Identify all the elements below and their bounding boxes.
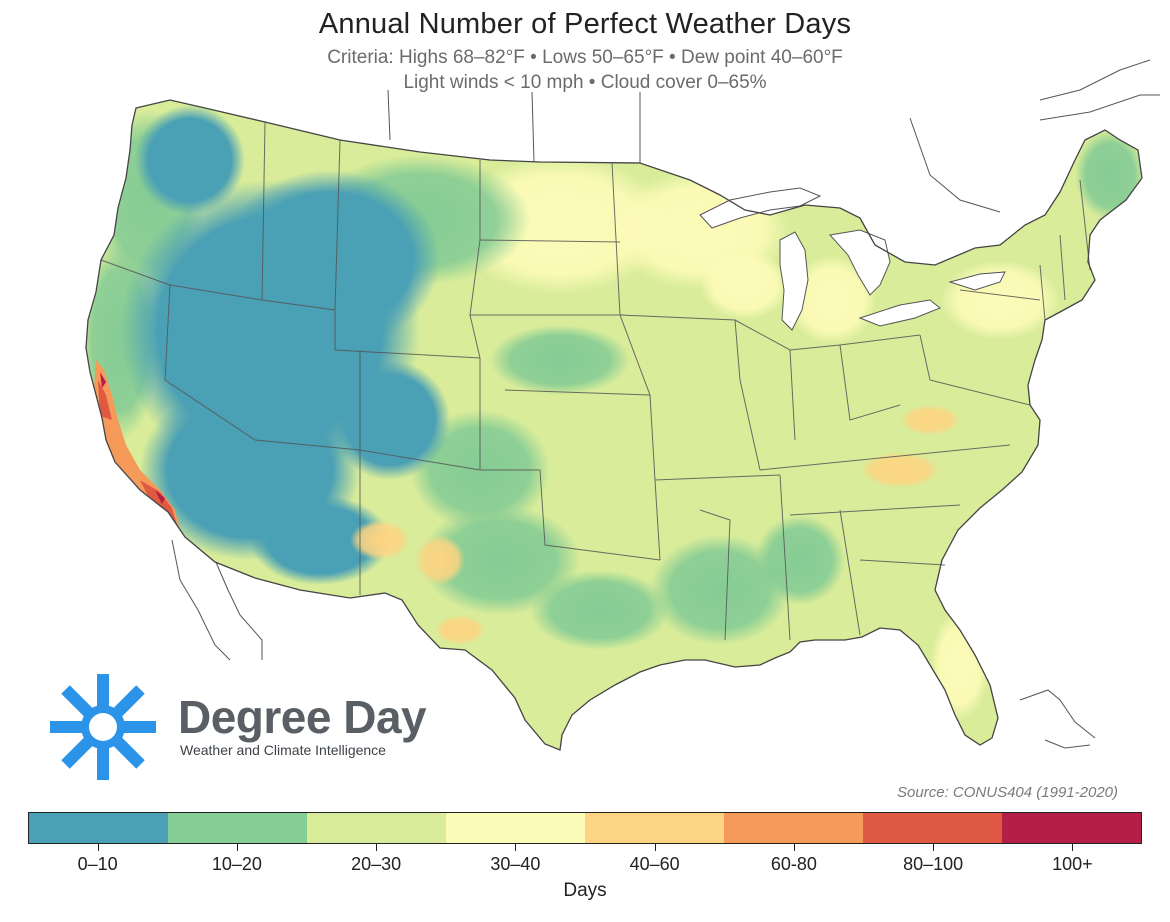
legend-tick bbox=[864, 844, 1003, 852]
source-note: Source: CONUS404 (1991-2020) bbox=[897, 784, 1118, 801]
state-borders bbox=[100, 121, 1091, 641]
legend-tick bbox=[724, 844, 863, 852]
neighbor-outlines bbox=[171, 59, 1160, 749]
legend-label: 40–60 bbox=[629, 854, 680, 874]
legend-swatch bbox=[863, 813, 1002, 843]
map-title: Annual Number of Perfect Weather Days bbox=[318, 8, 852, 40]
us-outline bbox=[85, 99, 1143, 751]
legend-tick bbox=[28, 844, 167, 852]
us-perfect-weather-map bbox=[85, 59, 1160, 751]
legend-label: 60-80 bbox=[770, 854, 817, 874]
legend-tick bbox=[446, 844, 585, 852]
legend-ticks bbox=[28, 844, 1142, 852]
legend-label: 30–40 bbox=[490, 854, 541, 874]
great-lakes bbox=[699, 187, 1006, 331]
legend-swatch bbox=[168, 813, 307, 843]
legend-label: 80–100 bbox=[903, 854, 964, 874]
brand-tagline: Weather and Climate Intelligence bbox=[180, 742, 386, 758]
legend-title: Days bbox=[563, 880, 607, 901]
legend-swatch bbox=[307, 813, 446, 843]
legend-tick bbox=[307, 844, 446, 852]
color-legend-bar bbox=[28, 812, 1142, 844]
criteria-line-2: Light winds < 10 mph • Cloud cover 0–65% bbox=[403, 72, 767, 93]
criteria-line-1: Criteria: Highs 68–82°F • Lows 50–65°F •… bbox=[327, 47, 843, 68]
legend-tick bbox=[585, 844, 724, 852]
legend-swatch bbox=[29, 813, 168, 843]
legend-label: 0–10 bbox=[77, 854, 118, 874]
legend-swatch bbox=[585, 813, 724, 843]
legend-label: 10–20 bbox=[211, 854, 262, 874]
legend-swatch bbox=[446, 813, 585, 843]
legend-label: 20–30 bbox=[351, 854, 402, 874]
sun-icon bbox=[50, 674, 156, 780]
legend-tick bbox=[1003, 844, 1142, 852]
legend-swatch bbox=[1002, 813, 1141, 843]
legend-labels: 0–10 10–20 20–30 30–40 40–60 60-80 80–100 100+ bbox=[28, 854, 1142, 875]
brand-name: Degree Day bbox=[178, 691, 427, 743]
legend-label: 100+ bbox=[1052, 854, 1093, 874]
legend-tick bbox=[167, 844, 306, 852]
degree-day-logo: Degree Day Weather and Climate Intellige… bbox=[48, 672, 478, 782]
legend-swatch bbox=[724, 813, 863, 843]
